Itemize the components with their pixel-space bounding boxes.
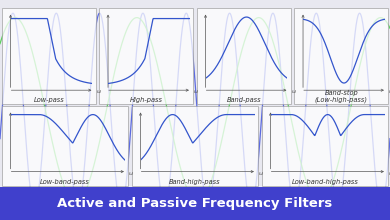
Text: $\omega$: $\omega$ xyxy=(388,88,390,95)
Text: Low-band-high-pass: Low-band-high-pass xyxy=(292,179,358,185)
Bar xyxy=(2,8,96,104)
Text: High-pass: High-pass xyxy=(130,97,163,103)
Bar xyxy=(2,106,128,186)
Bar xyxy=(99,8,193,104)
Text: $\omega$: $\omega$ xyxy=(96,88,101,95)
Text: Band-stop
(Low-high-pass): Band-stop (Low-high-pass) xyxy=(315,90,368,103)
Text: Low-pass: Low-pass xyxy=(34,97,64,103)
Bar xyxy=(294,8,388,104)
Bar xyxy=(197,8,291,104)
Text: $\omega$: $\omega$ xyxy=(193,88,199,95)
Text: $\omega$: $\omega$ xyxy=(291,88,296,95)
Text: $\omega$: $\omega$ xyxy=(388,170,390,177)
Bar xyxy=(262,106,388,186)
Bar xyxy=(0,187,390,220)
Bar xyxy=(132,106,258,186)
Text: Active and Passive Frequency Filters: Active and Passive Frequency Filters xyxy=(57,197,333,210)
Text: $\omega$: $\omega$ xyxy=(258,170,264,177)
Text: Band-pass: Band-pass xyxy=(227,97,261,103)
Text: Band-high-pass: Band-high-pass xyxy=(169,179,221,185)
Text: Low-band-pass: Low-band-pass xyxy=(40,179,90,185)
Text: $\omega$: $\omega$ xyxy=(128,170,134,177)
